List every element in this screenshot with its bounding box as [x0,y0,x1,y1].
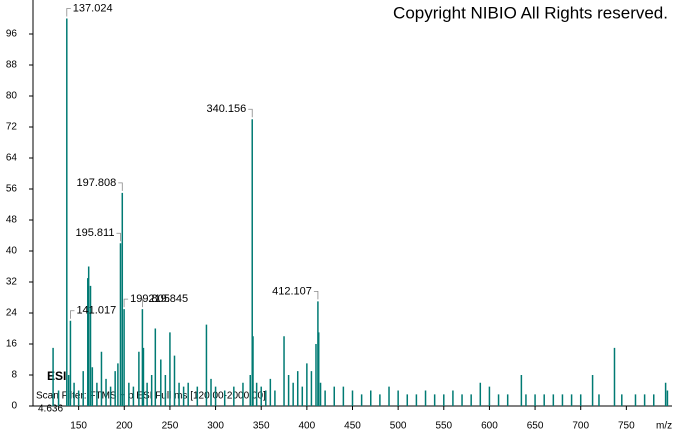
y-tick-label: 32 [6,277,18,288]
y-tick-label: 72 [6,122,18,133]
peak-label: 195.811 [76,227,115,239]
x-tick-label: 450 [344,421,361,432]
x-tick-label: 750 [618,421,635,432]
x-tick-label: 200 [116,421,133,432]
x-tick-label: 250 [162,421,179,432]
copyright: Copyright NIBIO All Rights reserved. [393,3,668,22]
retention-time: 4.636 [38,404,63,415]
peak-label: 199.805 [130,293,170,305]
peak-label: 219.845 [148,293,188,305]
peak-label: 197.808 [77,177,117,189]
y-tick-label: 8 [11,370,17,381]
y-tick-label: 40 [6,246,18,257]
label-bracket [313,290,319,300]
x-tick-label: 150 [70,421,87,432]
y-tick-label: 16 [6,339,18,350]
peak-label: 412.107 [272,285,312,297]
y-tick-label: 24 [6,308,18,319]
y-tick-label: 80 [6,91,18,102]
y-tick-label: 0 [11,401,17,412]
y-tick-label: 88 [6,60,18,71]
x-tick-label: 400 [299,421,316,432]
x-tick-label: 700 [572,421,589,432]
label-bracket [123,298,129,308]
x-tick-label: 550 [435,421,452,432]
label-bracket [70,310,75,319]
y-tick-label: 56 [6,184,18,195]
label-bracket [142,298,147,308]
label-bracket [118,182,123,191]
x-tick-label: 350 [253,421,270,432]
x-tick-label: 300 [207,421,224,432]
x-tick-label: 500 [390,421,407,432]
peak-label: 141.017 [76,305,116,317]
x-tick-label: 650 [527,421,544,432]
x-tick-label: 600 [481,421,498,432]
peak-label: 340.156 [206,103,246,115]
label-bracket [248,108,253,118]
y-tick-label: 48 [6,215,18,226]
y-tick-label: 64 [6,153,18,164]
label-bracket [116,232,121,242]
peak-label: 137.024 [73,2,113,14]
ionization: ESI [47,369,66,383]
x-axis-label: m/z [656,421,672,432]
y-tick-label: 96 [6,29,18,40]
label-bracket [66,8,71,17]
